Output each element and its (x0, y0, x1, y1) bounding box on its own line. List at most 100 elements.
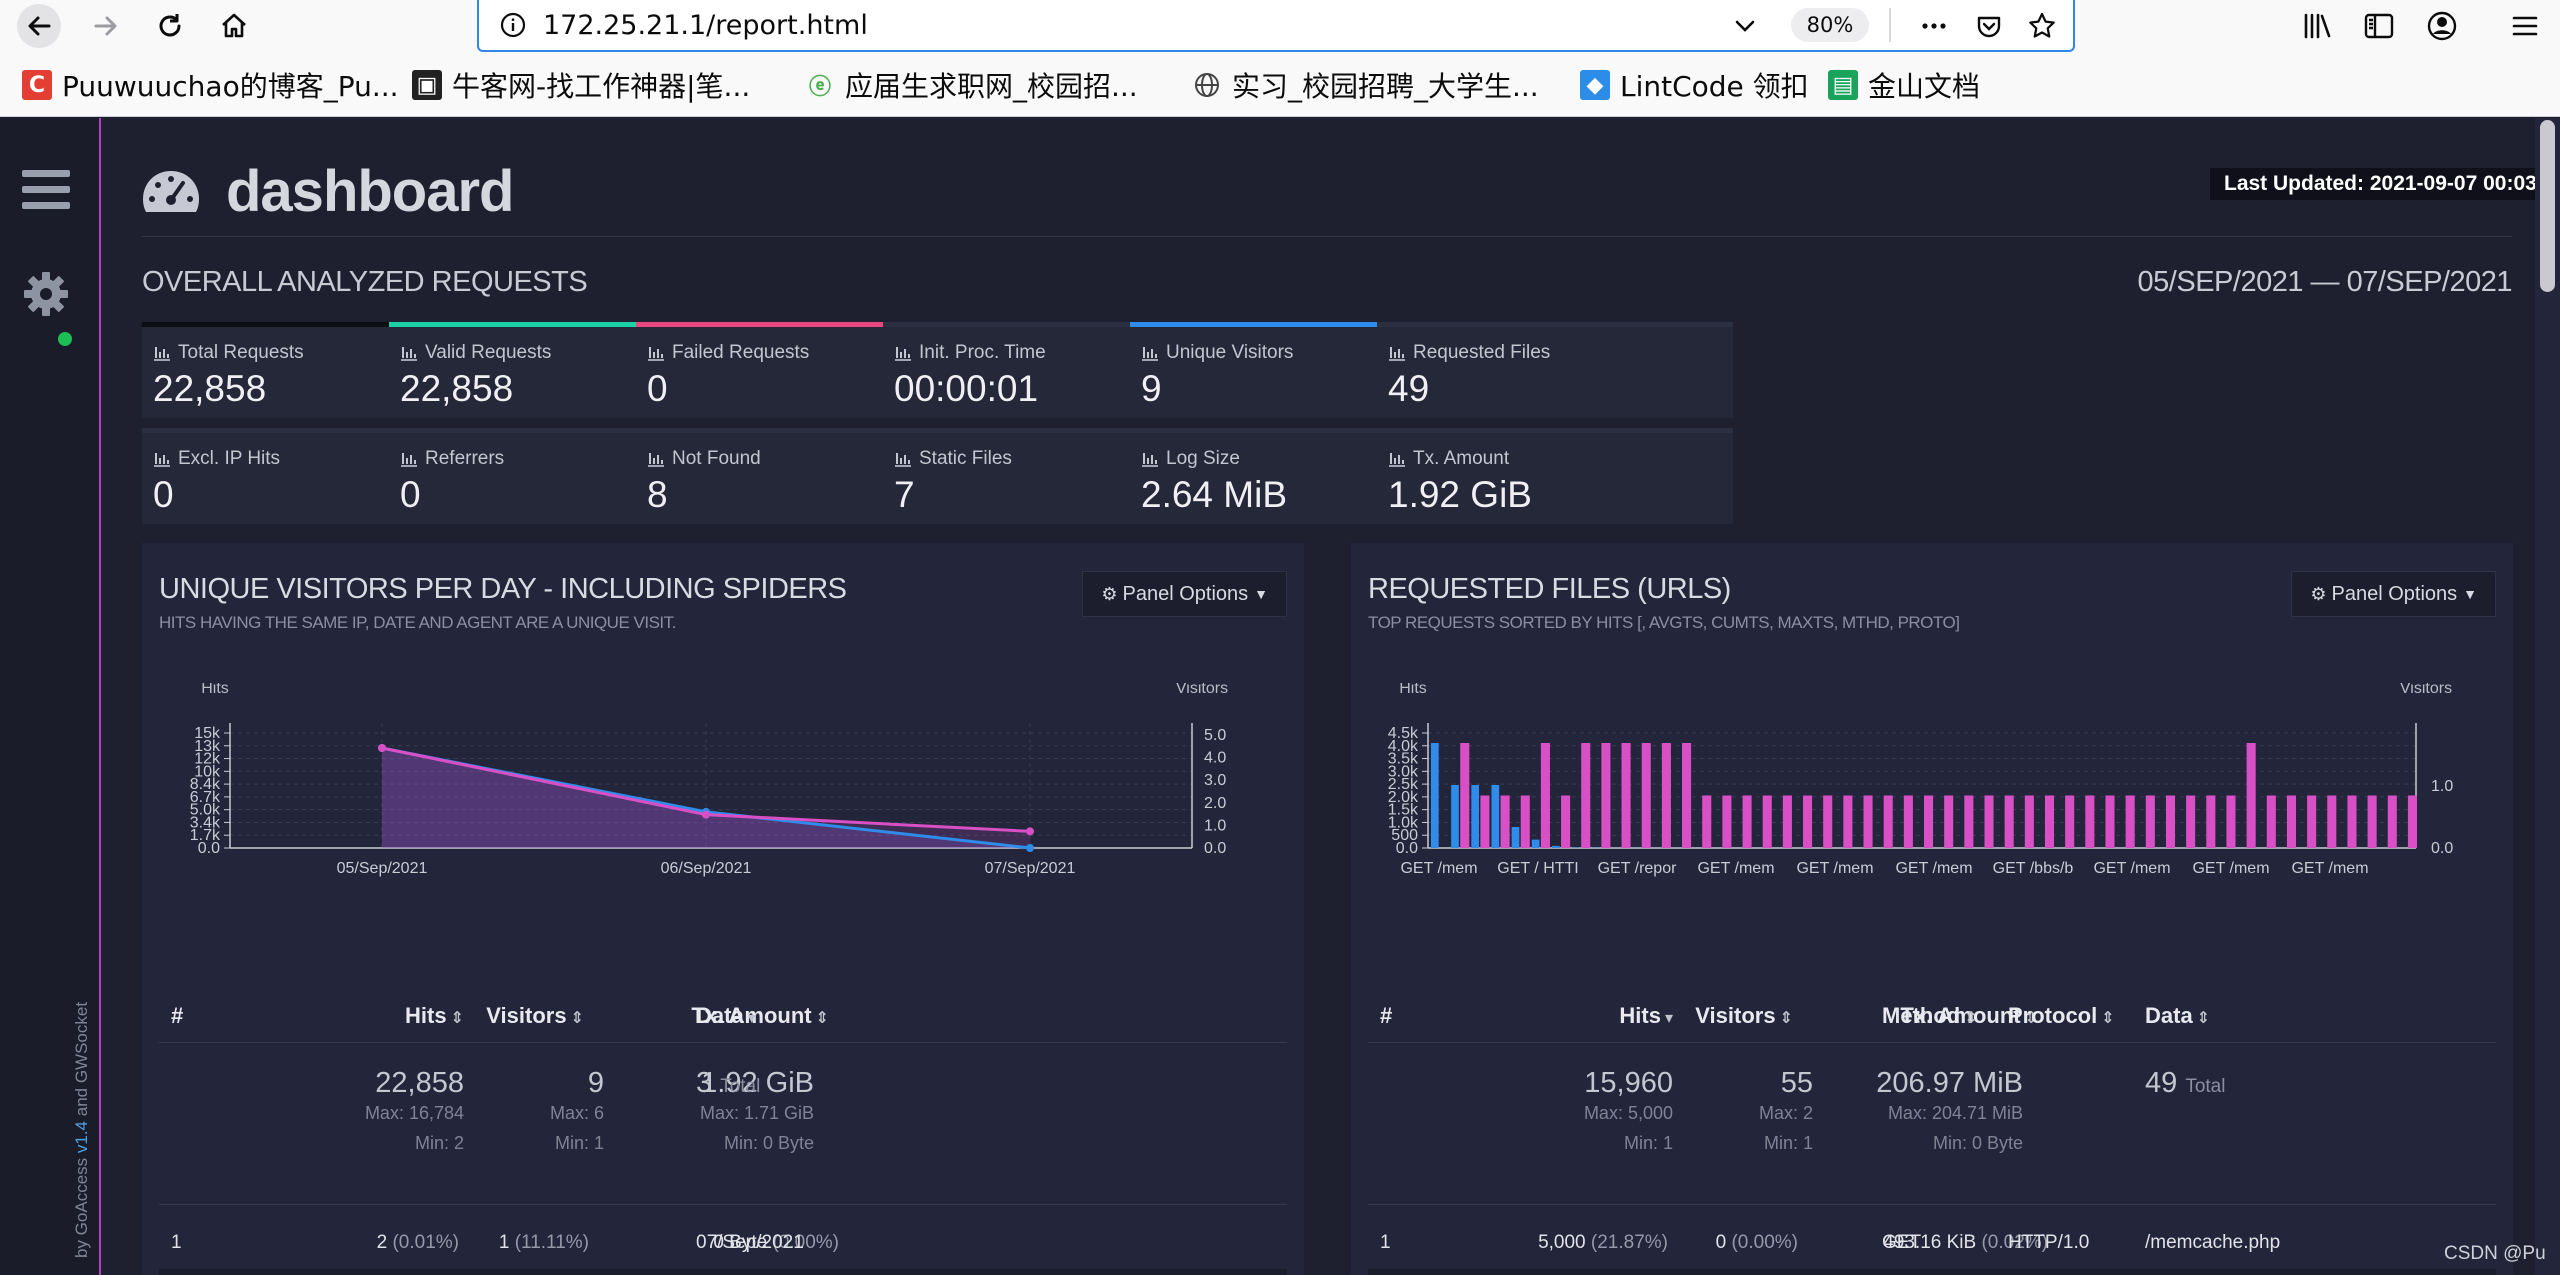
gear-icon[interactable] (20, 268, 72, 320)
page-scrollbar[interactable] (2535, 118, 2560, 1275)
table-row[interactable]: 23,000 (13.12%)2 (22.22%)17.58 KiB (0.00… (1368, 1269, 2496, 1275)
metric-label: Unique Visitors (1141, 342, 1293, 364)
metric-label-text: Valid Requests (425, 342, 552, 363)
stats-icon (894, 345, 919, 361)
reload-icon (159, 14, 181, 37)
metric-card: Requested Files 49 (1377, 322, 1733, 418)
sidebar-toggle-icon[interactable] (2362, 9, 2396, 43)
col-visitors[interactable]: Visitors ⇕ (1593, 1003, 1793, 1029)
hits-point (1026, 843, 1034, 852)
col-method[interactable]: Method ⇕ (1882, 1003, 1978, 1029)
visitors-bar (2105, 795, 2115, 848)
min-hits: Min: 1 (1623, 1133, 1673, 1153)
pocket-icon[interactable] (1974, 11, 2004, 41)
forward-button[interactable] (84, 4, 128, 48)
cell-tx: 0 Byte (0.00%) (589, 1232, 839, 1254)
panel-options-button[interactable]: ⚙ Panel Options ▼ (1082, 571, 1287, 617)
panel-subtitle: TOP REQUESTS SORTED BY HITS [, AVGTS, CU… (1368, 613, 1960, 632)
bookmark-label: 实习_校园招聘_大学生... (1232, 70, 1539, 103)
bookmark-csdn[interactable]: C Puuwuuchao的博客_Pu... (22, 66, 399, 104)
date-range: 05/SEP/2021 — 07/SEP/2021 (2137, 266, 2513, 298)
bookmarks-bar: C Puuwuuchao的博客_Pu... ▣ 牛客网-找工作神器|笔... ⓔ… (0, 52, 2560, 117)
visitors-bar (2286, 795, 2297, 848)
cell-data-value: /memcache.php (2145, 1232, 2281, 1253)
y-tick-label-right: 2.0 (1204, 795, 1226, 812)
zoom-level-button[interactable]: 80% (1791, 8, 1869, 42)
metric-label: Referrers (400, 448, 504, 470)
col-protocol-label: Protocol (2008, 1003, 2098, 1028)
min-tx: Min: 0 Byte (1932, 1133, 2023, 1153)
metric-card: Tx. Amount 1.92 GiB (1377, 428, 1733, 524)
max-hits: Max: 5,000 (1583, 1103, 1673, 1123)
y-tick-label: 8.4k (190, 776, 221, 793)
bookmark-lintcode[interactable]: ◆ LintCode 领扣 (1580, 66, 1809, 104)
metric-label-text: Total Requests (178, 342, 304, 363)
nowcoder-icon: ▣ (412, 70, 442, 100)
visitors-bar (1782, 795, 1792, 848)
visitors-bar (2125, 795, 2135, 848)
cell-hits-percent: (21.87%) (1590, 1232, 1668, 1253)
col-tx[interactable]: Tx. Amount ⇕ (529, 1003, 829, 1029)
hits-bar (1551, 845, 1560, 848)
info-icon[interactable] (499, 11, 527, 39)
col-hits[interactable]: Hits ⇕ (254, 1003, 464, 1029)
y-tick-label: 2.0k (1388, 789, 1419, 806)
home-button[interactable] (212, 4, 256, 48)
metric-value: 7 (894, 474, 915, 515)
account-icon[interactable] (2425, 9, 2459, 43)
panel-options-button[interactable]: ⚙ Panel Options ▼ (2291, 571, 2496, 617)
library-icon[interactable] (2300, 9, 2334, 43)
app-menu-icon[interactable] (2508, 9, 2542, 43)
total-data-value: 49 (2145, 1067, 2178, 1099)
col-index: # (171, 1003, 184, 1028)
bookmark-star-icon[interactable] (2027, 11, 2057, 41)
bookmark-kdocs[interactable]: ▤ 金山文档 (1828, 66, 1980, 104)
metric-label-text: Static Files (919, 448, 1012, 469)
col-tx[interactable]: Tx. Amount ⇕ (1738, 1003, 2038, 1029)
metric-value: 00:00:01 (894, 368, 1039, 409)
caret-down-icon: ▼ (1254, 586, 1268, 602)
col-data[interactable]: Data ▾ (696, 1003, 756, 1029)
col-index: # (1380, 1003, 1393, 1028)
stats-icon (647, 451, 672, 467)
table-divider (1368, 1204, 2496, 1205)
metric-label: Init. Proc. Time (894, 342, 1046, 364)
cell-protocol-value: HTTP/1.0 (2008, 1232, 2090, 1253)
chevron-down-icon[interactable] (1731, 12, 1759, 40)
y-tick-label: 1.0k (1388, 814, 1419, 831)
bookmark-internship[interactable]: 实习_校园招聘_大学生... (1192, 66, 1539, 104)
back-button[interactable] (17, 4, 61, 48)
y-axis-label-right: Visitors (2400, 683, 2452, 697)
metric-accent-bar (636, 322, 992, 327)
metric-label: Excl. IP Hits (153, 448, 280, 470)
visitors-bar (1742, 795, 1752, 848)
version-link[interactable]: v1.4 (72, 1120, 91, 1154)
visitors-bar (1762, 795, 1772, 848)
url-bar[interactable]: 172.25.21.1/report.html 80% (477, 0, 2075, 52)
visitors-chart: Hits Visitors 15k13k12k10k8.4k6.7k5.0k3.4k… (190, 683, 1228, 877)
table-row[interactable]: 26,072 (26.56%)2 (22.22%)1.71 GiB (89.33… (159, 1269, 1287, 1275)
visitors-bar (1923, 795, 1934, 848)
more-actions-icon[interactable] (1919, 11, 1949, 41)
col-protocol[interactable]: Protocol ⇕ (2008, 1003, 2115, 1029)
reload-button[interactable] (148, 4, 192, 48)
y-tick-label: 4.0k (1388, 738, 1419, 755)
scrollbar-thumb[interactable] (2540, 120, 2555, 292)
col-hits[interactable]: Hits ▾ (1463, 1003, 1673, 1029)
bookmark-yingjiesheng[interactable]: ⓔ 应届生求职网_校园招... (805, 66, 1138, 104)
bookmark-nowcoder[interactable]: ▣ 牛客网-找工作神器|笔... (412, 66, 750, 104)
y-axis-label-left: Hits (1399, 683, 1427, 697)
col-hits-label: Hits (405, 1003, 447, 1028)
hamburger-icon-line (22, 186, 70, 193)
yingjiesheng-icon: ⓔ (808, 75, 831, 100)
cell-data: 07/Sep/2021 (696, 1232, 804, 1254)
total-tx: 206.97 MiB (1876, 1067, 2023, 1099)
table-row[interactable]: 1 5,000 (21.87%) 0 (0.00%) 493.16 KiB (0.02… (1368, 1217, 2496, 1269)
col-data[interactable]: Data ⇕ (2145, 1003, 2210, 1029)
menu-toggle-button[interactable] (22, 170, 70, 210)
url-text[interactable]: 172.25.21.1/report.html (543, 10, 868, 41)
x-tick-label: GET /mem (2291, 860, 2368, 877)
col-visitors[interactable]: Visitors ⇕ (384, 1003, 584, 1029)
metric-value: 1.92 GiB (1388, 474, 1532, 515)
